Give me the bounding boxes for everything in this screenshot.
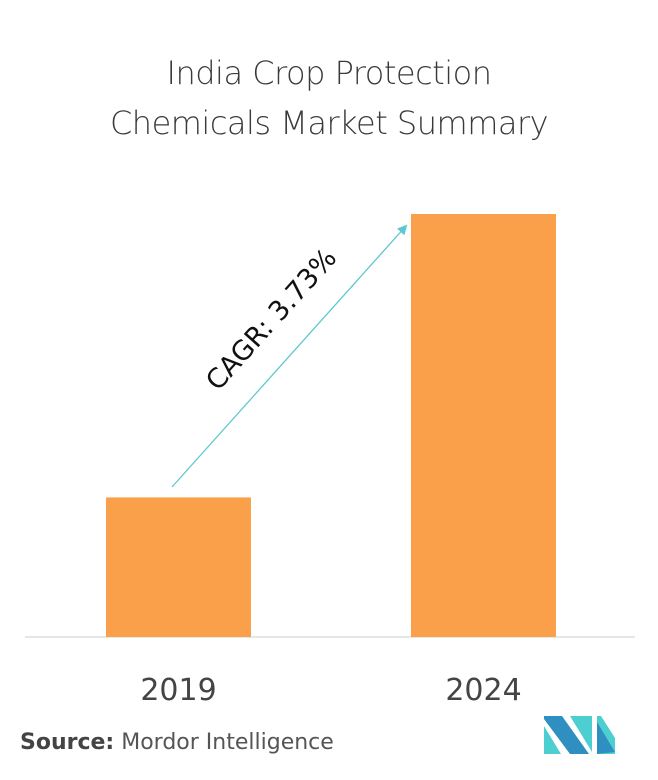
title-line-2: Chemicals Market Summary [109,104,549,142]
bar-2019 [106,497,251,637]
x-tick-label-2024: 2024 [445,673,521,708]
source-label: Source: [20,730,115,755]
source-note: Source: Mordor Intelligence [20,730,334,755]
chart-title: India Crop Protection Chemicals Market S… [0,48,658,148]
bar-2024 [411,214,556,637]
source-value: Mordor Intelligence [121,730,334,755]
mordor-intelligence-logo [544,716,615,754]
cagr-arrow [171,224,408,488]
x-tick-label-2019: 2019 [140,673,216,708]
title-line-1: India Crop Protection [166,54,492,92]
